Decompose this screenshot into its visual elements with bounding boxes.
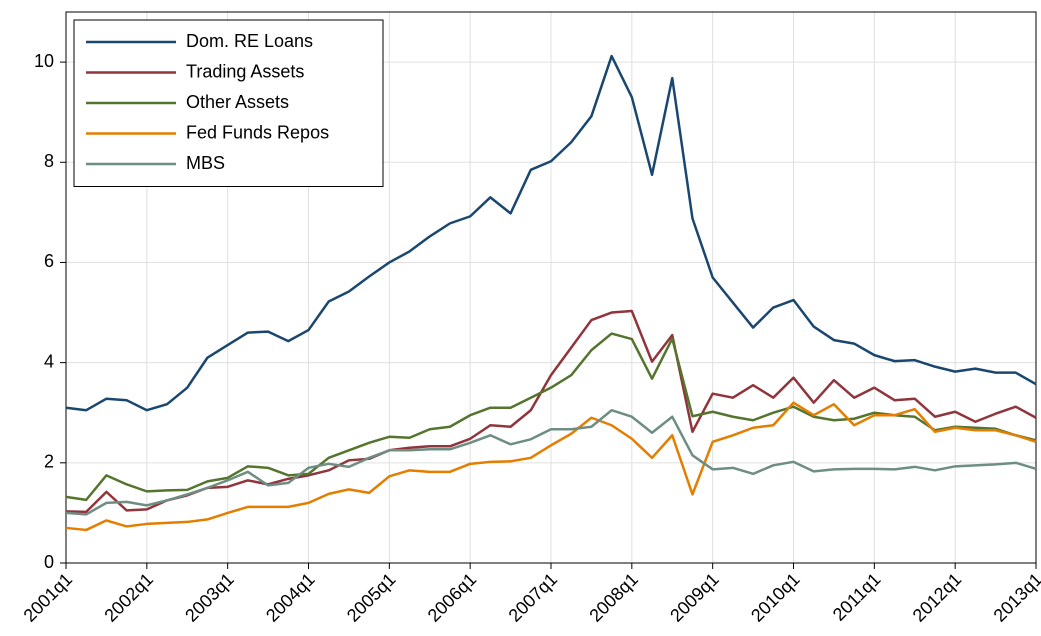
x-tick-label: 2012q1 [909,569,966,626]
x-tick-label: 2001q1 [20,569,77,626]
x-tick-label: 2006q1 [424,569,481,626]
x-tick-label: 2007q1 [505,569,562,626]
plot-frame [65,11,1037,564]
y-tick-label: 2 [44,452,54,472]
x-tick-label: 2005q1 [343,569,400,626]
y-tick-label: 10 [34,51,54,71]
x-tick-label: 2003q1 [181,569,238,626]
x-tick-label: 2011q1 [829,569,885,625]
x-tick-label: 2013q1 [990,569,1041,626]
y-tick-label: 6 [44,251,54,271]
legend: Dom. RE Loans Trading Assets Other Assets F… [73,19,384,187]
y-tick-label: 4 [44,351,54,371]
legend-label: Other Assets [186,92,289,112]
x-tick-label: 2004q1 [262,569,319,626]
series-line [65,408,1037,516]
legend-label: Trading Assets [186,61,304,81]
series-line [65,54,1037,412]
series-line [65,401,1037,532]
series-line [65,309,1037,514]
x-tick-label: 2008q1 [585,569,642,626]
x-tick-label: 2002q1 [100,569,157,626]
y-tick-label: 0 [44,552,54,572]
y-tick-label: 8 [44,151,54,171]
legend-label: MBS [186,153,225,173]
series-line [65,332,1037,502]
x-tick-label: 2010q1 [747,569,804,626]
legend-label: Fed Funds Repos [186,122,329,142]
legend-label: Dom. RE Loans [186,31,313,51]
x-tick-label: 2009q1 [666,569,723,626]
